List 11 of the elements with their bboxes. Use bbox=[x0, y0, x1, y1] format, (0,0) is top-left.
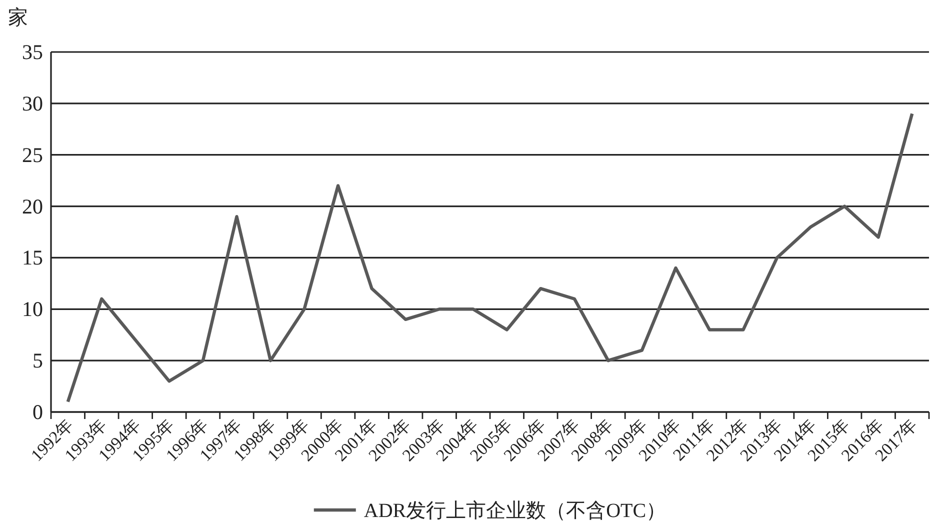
y-tick-label: 25 bbox=[22, 142, 43, 167]
y-tick-label: 10 bbox=[22, 297, 43, 322]
y-tick-label: 15 bbox=[22, 246, 43, 270]
y-tick-label: 20 bbox=[22, 194, 43, 218]
legend-label: ADR发行上市企业数（不含OTC） bbox=[364, 500, 666, 522]
y-tick-label: 5 bbox=[32, 348, 43, 373]
line-series bbox=[66, 112, 914, 404]
y-axis-title: 家 bbox=[8, 7, 28, 29]
y-tick-label: 30 bbox=[22, 91, 43, 116]
y-tick-label: 0 bbox=[32, 400, 43, 424]
y-tick-label: 35 bbox=[22, 40, 43, 64]
